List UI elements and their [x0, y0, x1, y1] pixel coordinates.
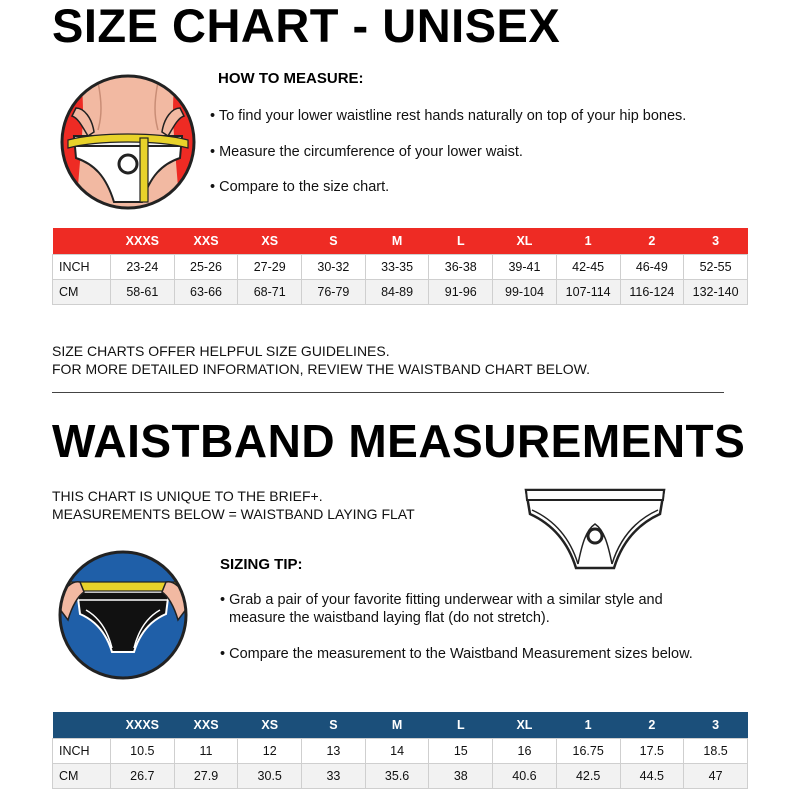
table-cell: 46-49 — [619, 254, 685, 280]
table-header-cell: M — [365, 228, 429, 255]
table-header-cell: XXXS — [110, 712, 175, 739]
sizing-tip-bullet-1: • Grab a pair of your favorite fitting u… — [220, 592, 663, 608]
waistband-note-2: MEASUREMENTS BELOW = WAISTBAND LAYING FL… — [52, 506, 415, 522]
waistband-measuring-illustration-icon — [58, 550, 188, 680]
table-cell: 47 — [683, 763, 748, 789]
table-cell: 38 — [428, 763, 494, 789]
waistband-header-row: XXXS XXS XS S M L XL 1 2 3 — [52, 712, 748, 739]
table-cell: 16 — [492, 738, 557, 764]
table-cell: INCH — [52, 254, 111, 280]
size-chart-note-2: FOR MORE DETAILED INFORMATION, REVIEW TH… — [52, 361, 591, 377]
size-chart-note-1: SIZE CHARTS OFFER HELPFUL SIZE GUIDELINE… — [52, 343, 390, 359]
table-cell: 42-45 — [555, 254, 621, 280]
table-header-cell: S — [301, 712, 366, 739]
table-cell: 14 — [364, 738, 430, 764]
table-cell: 132-140 — [683, 279, 748, 305]
table-header-cell: S — [301, 228, 366, 255]
table-header-cell: XL — [492, 228, 557, 255]
table-header-cell: XXS — [174, 712, 238, 739]
table-cell: 84-89 — [364, 279, 430, 305]
table-cell: 16.75 — [555, 738, 621, 764]
table-cell: 27.9 — [173, 763, 239, 789]
table-header-cell: 2 — [620, 228, 684, 255]
table-header-cell — [52, 712, 111, 739]
how-to-measure-bullet-3: • Compare to the size chart. — [210, 179, 390, 195]
how-to-measure-bullet-1: • To find your lower waistline rest hand… — [210, 108, 687, 124]
table-cell: 42.5 — [555, 763, 621, 789]
table-row: INCH 23-24 25-26 27-29 30-32 33-35 36-38… — [52, 254, 748, 280]
table-cell: INCH — [52, 738, 111, 764]
table-cell: 40.6 — [492, 763, 557, 789]
table-cell: 10.5 — [110, 738, 175, 764]
table-cell: 76-79 — [301, 279, 366, 305]
table-cell: 39-41 — [492, 254, 557, 280]
table-header-cell: XS — [237, 712, 302, 739]
hips-measuring-illustration-icon — [60, 74, 196, 210]
table-cell: 36-38 — [428, 254, 494, 280]
table-cell: 63-66 — [173, 279, 239, 305]
table-header-cell: M — [365, 712, 429, 739]
table-cell: 91-96 — [428, 279, 494, 305]
brief-outline-icon — [524, 488, 666, 570]
table-cell: 23-24 — [110, 254, 175, 280]
table-cell: 11 — [173, 738, 239, 764]
table-cell: 52-55 — [683, 254, 748, 280]
table-header-cell: 1 — [556, 712, 620, 739]
waistband-title: WAISTBAND MEASUREMENTS — [52, 415, 746, 467]
table-header-cell: 3 — [683, 712, 748, 739]
table-cell: 30.5 — [237, 763, 303, 789]
table-header-cell — [52, 228, 111, 255]
table-cell: 107-114 — [555, 279, 621, 305]
table-cell: CM — [52, 763, 111, 789]
table-header-cell: L — [428, 712, 493, 739]
table-header-cell: 3 — [683, 228, 748, 255]
size-chart-title: SIZE CHART - UNISEX — [52, 0, 561, 52]
sizing-tip-bullet-1-cont: measure the waistband laying flat (do no… — [229, 610, 550, 626]
sizing-tip-heading: SIZING TIP: — [220, 556, 303, 573]
how-to-measure-heading: HOW TO MEASURE: — [218, 70, 364, 87]
waistband-table: XXXS XXS XS S M L XL 1 2 3 INCH 10.5 11 … — [52, 712, 748, 789]
table-cell: 44.5 — [619, 763, 685, 789]
section-divider — [52, 392, 724, 393]
table-cell: 26.7 — [110, 763, 175, 789]
how-to-measure-bullet-2: • Measure the circumference of your lowe… — [210, 144, 523, 160]
table-cell: 30-32 — [301, 254, 366, 280]
table-row: INCH 10.5 11 12 13 14 15 16 16.75 17.5 1… — [52, 738, 748, 764]
size-chart-header-row: XXXS XXS XS S M L XL 1 2 3 — [52, 228, 748, 255]
table-cell: CM — [52, 279, 111, 305]
table-cell: 27-29 — [237, 254, 303, 280]
table-cell: 18.5 — [683, 738, 748, 764]
table-cell: 33 — [301, 763, 366, 789]
size-chart-table: XXXS XXS XS S M L XL 1 2 3 INCH 23-24 25… — [52, 228, 748, 305]
waistband-note-1: THIS CHART IS UNIQUE TO THE BRIEF+. — [52, 488, 323, 504]
sizing-tip-bullet-2: • Compare the measurement to the Waistba… — [220, 646, 693, 662]
table-header-cell: XS — [237, 228, 302, 255]
table-cell: 12 — [237, 738, 303, 764]
table-cell: 58-61 — [110, 279, 175, 305]
table-header-cell: 1 — [556, 228, 620, 255]
table-row: CM 26.7 27.9 30.5 33 35.6 38 40.6 42.5 4… — [52, 763, 748, 789]
table-cell: 25-26 — [173, 254, 239, 280]
table-row: CM 58-61 63-66 68-71 76-79 84-89 91-96 9… — [52, 279, 748, 305]
table-cell: 13 — [301, 738, 366, 764]
table-cell: 116-124 — [619, 279, 685, 305]
table-cell: 33-35 — [364, 254, 430, 280]
table-cell: 35.6 — [364, 763, 430, 789]
table-cell: 68-71 — [237, 279, 303, 305]
table-cell: 99-104 — [492, 279, 557, 305]
table-header-cell: XXXS — [110, 228, 175, 255]
table-header-cell: L — [428, 228, 493, 255]
table-cell: 17.5 — [619, 738, 685, 764]
table-header-cell: XXS — [174, 228, 238, 255]
table-header-cell: XL — [492, 712, 557, 739]
table-cell: 15 — [428, 738, 494, 764]
table-header-cell: 2 — [620, 712, 684, 739]
